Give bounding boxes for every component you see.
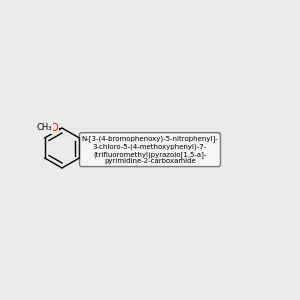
- Text: N-[3-(4-bromophenoxy)-5-nitrophenyl]-
3-chloro-5-(4-methoxyphenyl)-7-
(trifluoro: N-[3-(4-bromophenoxy)-5-nitrophenyl]- 3-…: [82, 136, 218, 164]
- Text: O: O: [50, 123, 58, 133]
- Text: CH₃: CH₃: [36, 124, 52, 133]
